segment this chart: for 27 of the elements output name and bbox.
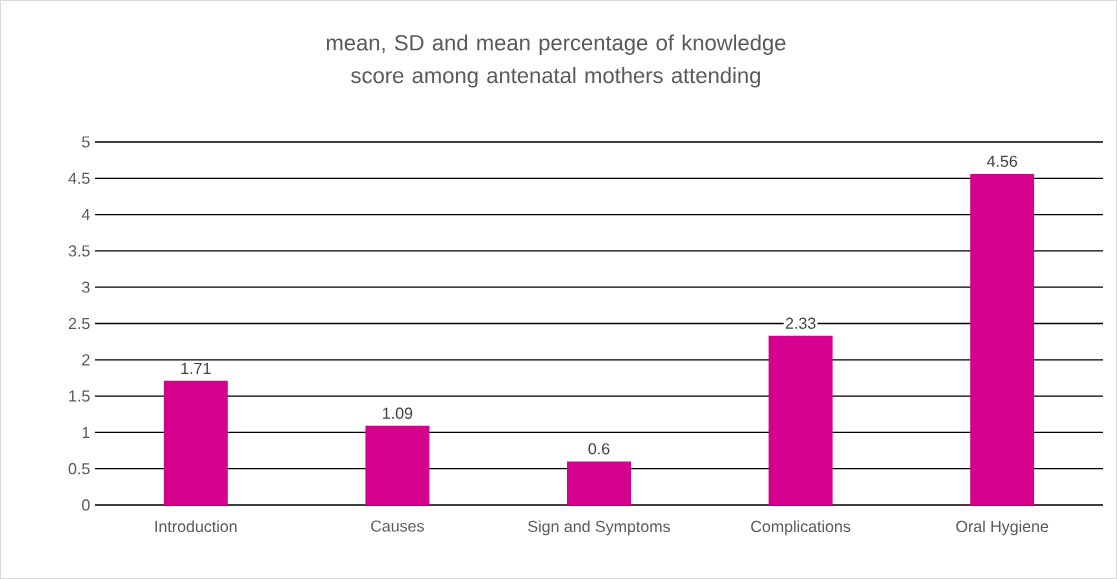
- bar: [163, 380, 228, 505]
- y-tick-label: 3: [82, 281, 90, 293]
- x-tick-label: Introduction: [155, 520, 237, 533]
- x-tick-label: Sign and Symptoms: [528, 520, 670, 536]
- data-label: 0.6: [588, 443, 610, 455]
- y-tick-label: 1: [82, 426, 90, 438]
- y-tick-label: 2: [82, 354, 90, 366]
- x-tick-label: Causes: [371, 520, 424, 532]
- bar: [567, 461, 632, 505]
- x-tick-label: Complications: [751, 520, 851, 536]
- data-label: 1.71: [181, 362, 211, 374]
- bar: [970, 173, 1035, 505]
- chart-title: mean, SD and mean percentage of knowledge score among antenatal mothers attending: [326, 34, 786, 88]
- y-tick-label: 5: [82, 136, 90, 148]
- data-label: 1.09: [383, 407, 413, 419]
- data-label: 2.33: [785, 317, 816, 329]
- x-tick-label: Oral Hygiene: [956, 520, 1049, 536]
- y-tick-label: 4.5: [68, 172, 90, 184]
- y-tick-label: 2.5: [68, 317, 90, 330]
- bar: [365, 425, 430, 505]
- data-label: 4.56: [987, 155, 1018, 167]
- y-tick-label: 0.5: [68, 463, 90, 475]
- y-tick-label: 3.5: [68, 245, 90, 257]
- y-tick-label: 4: [81, 209, 90, 221]
- y-tick-label: 1.5: [69, 390, 90, 402]
- y-tick-label: 0: [82, 499, 90, 511]
- bar: [768, 335, 833, 505]
